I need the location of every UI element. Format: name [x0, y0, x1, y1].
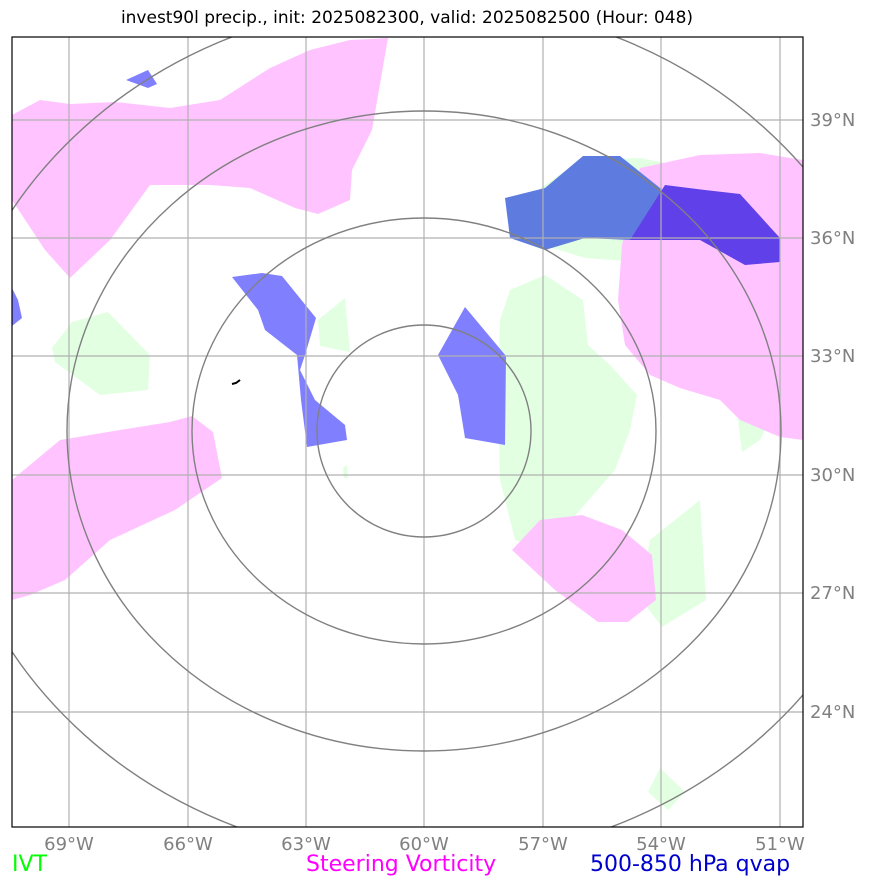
lat-tick-label: 27°N [810, 583, 855, 604]
graticule [12, 37, 803, 827]
lon-tick-label: 69°W [44, 834, 94, 855]
lat-tick-label: 36°N [810, 228, 855, 249]
ivt-contour [648, 768, 685, 810]
ivt-contour [640, 500, 706, 627]
lon-axis: 69°W 66°W 63°W 60°W 57°W 54°W 51°W [44, 834, 805, 855]
qvap-layer [12, 70, 780, 447]
lon-tick-label: 57°W [518, 834, 568, 855]
qvap-contour [126, 70, 157, 88]
qvap-contour [505, 156, 665, 250]
ivt-contour [343, 465, 348, 478]
qvap-contour [630, 185, 780, 265]
lat-tick-label: 24°N [810, 702, 855, 723]
lon-tick-label: 66°W [163, 834, 213, 855]
lon-tick-label: 54°W [636, 834, 686, 855]
range-ring [316, 324, 532, 538]
ivt-contour [52, 312, 150, 395]
range-ring [66, 110, 782, 752]
ivt-contour [498, 275, 637, 550]
plot-frame [11, 36, 804, 828]
qvap-contour [438, 307, 506, 445]
range-ring [191, 217, 657, 645]
lat-axis: 39°N 36°N 33°N 30°N 27°N 24°N [810, 110, 855, 723]
lat-tick-label: 39°N [810, 110, 855, 131]
lat-tick-label: 33°N [810, 346, 855, 367]
ivt-contour [318, 298, 350, 352]
legend-steering-vorticity: Steering Vorticity [306, 852, 497, 877]
lon-tick-label: 60°W [399, 834, 449, 855]
qvap-contour [232, 273, 347, 447]
lat-tick-label: 30°N [810, 465, 855, 486]
legend-ivt: IVT [12, 852, 47, 877]
map-title: invest90l precip., init: 2025082300, val… [120, 8, 694, 28]
qvap-contour [12, 288, 22, 326]
lon-tick-label: 63°W [281, 834, 331, 855]
range-rings [12, 37, 803, 827]
vorticity-contour [12, 416, 222, 600]
legend-qvap: 500-850 hPa qvap [590, 852, 791, 877]
coastline [231, 379, 241, 385]
vorticity-contour [512, 515, 656, 622]
vorticity-contour [12, 38, 388, 278]
lon-tick-label: 51°W [755, 834, 805, 855]
